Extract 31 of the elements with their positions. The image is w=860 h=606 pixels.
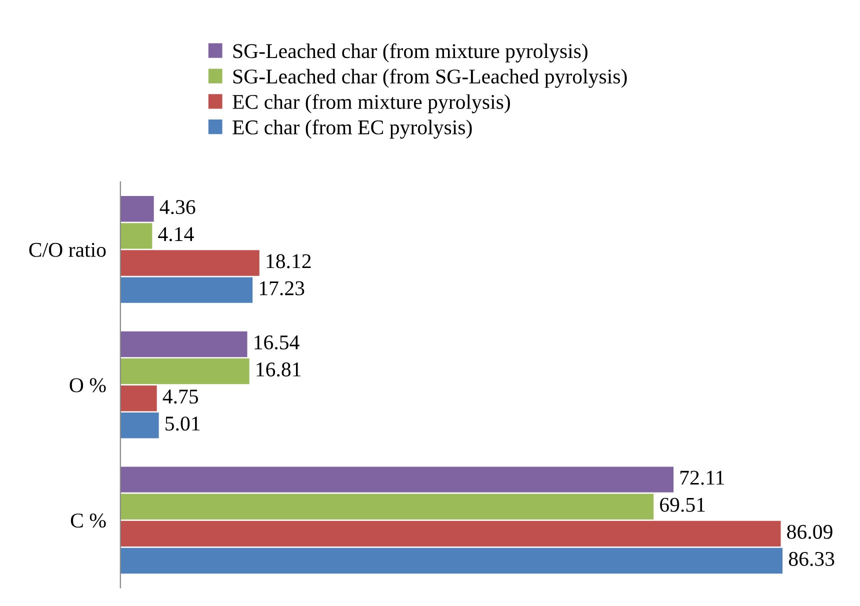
legend-label: EC char (from EC pyrolysis) bbox=[232, 120, 472, 139]
bar bbox=[120, 494, 654, 520]
data-label: 18.12 bbox=[266, 254, 311, 268]
bar bbox=[120, 358, 250, 384]
bar bbox=[120, 250, 260, 276]
bar bbox=[120, 331, 248, 358]
bar bbox=[120, 412, 159, 438]
data-label: 72.11 bbox=[680, 470, 724, 485]
y-tick-label: C/O ratio bbox=[29, 242, 106, 257]
data-label: 86.33 bbox=[788, 552, 834, 566]
data-label: 4.14 bbox=[158, 227, 194, 242]
bar bbox=[120, 520, 781, 547]
y-tick-label: O % bbox=[70, 378, 106, 392]
legend-label: EC char (from mixture pyrolysis) bbox=[232, 94, 510, 114]
bar bbox=[120, 196, 154, 222]
data-label: 4.75 bbox=[162, 390, 198, 404]
data-label: 4.36 bbox=[160, 200, 196, 214]
bar bbox=[120, 223, 152, 249]
data-label: 69.51 bbox=[660, 498, 705, 512]
bar bbox=[120, 548, 783, 574]
data-label: 86.09 bbox=[787, 524, 832, 539]
bar bbox=[120, 466, 674, 492]
bar bbox=[120, 385, 157, 412]
data-label: 5.01 bbox=[166, 416, 200, 431]
y-tick-label: C % bbox=[70, 514, 106, 528]
data-label: 16.81 bbox=[256, 362, 301, 377]
data-label: 17.23 bbox=[260, 281, 304, 296]
bar bbox=[120, 277, 253, 303]
legend-label: SG-Leached char (from mixture pyrolysis) bbox=[233, 43, 588, 62]
legend-label: SG-Leached char (from SG-Leached pyrolysis) bbox=[233, 68, 627, 88]
data-label: 16.54 bbox=[254, 335, 300, 350]
